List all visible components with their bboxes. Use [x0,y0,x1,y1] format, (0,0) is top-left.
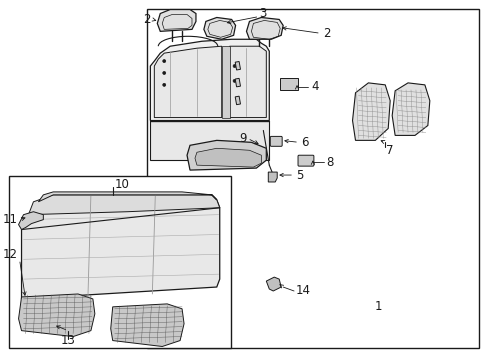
Text: 3: 3 [259,7,266,20]
Polygon shape [203,18,235,39]
Polygon shape [150,39,269,121]
Text: 1: 1 [374,300,381,313]
Polygon shape [157,10,196,31]
Bar [235,96,240,105]
Polygon shape [266,277,281,291]
Text: 2: 2 [142,13,150,26]
Polygon shape [150,121,269,160]
Polygon shape [28,195,219,215]
Circle shape [233,80,236,82]
Text: 14: 14 [295,284,310,297]
Text: 2: 2 [322,27,329,40]
FancyBboxPatch shape [297,155,313,166]
Polygon shape [19,294,95,337]
Circle shape [163,84,165,86]
FancyBboxPatch shape [280,78,297,90]
Bar [235,78,240,87]
Bar [146,9,478,348]
Polygon shape [186,140,266,170]
Text: 12: 12 [2,248,18,261]
Polygon shape [110,304,183,346]
Polygon shape [391,83,429,135]
Text: 5: 5 [295,168,303,181]
FancyBboxPatch shape [270,136,282,146]
Polygon shape [221,46,229,118]
Text: 13: 13 [61,334,76,347]
Text: 4: 4 [310,80,318,93]
Circle shape [163,60,165,63]
Text: 6: 6 [301,136,308,149]
Bar [235,62,240,70]
Polygon shape [352,83,389,140]
Text: 10: 10 [115,179,129,192]
Polygon shape [229,46,266,118]
Polygon shape [38,192,216,202]
Polygon shape [195,148,261,167]
Polygon shape [246,18,283,39]
Text: 11: 11 [2,213,18,226]
Circle shape [163,72,165,75]
Text: 9: 9 [239,132,246,145]
Text: 7: 7 [386,144,393,157]
Bar [8,176,231,348]
Polygon shape [154,46,221,118]
Polygon shape [21,195,219,299]
Circle shape [233,64,236,68]
Text: 8: 8 [325,156,332,169]
Polygon shape [268,172,277,182]
Polygon shape [19,212,43,230]
